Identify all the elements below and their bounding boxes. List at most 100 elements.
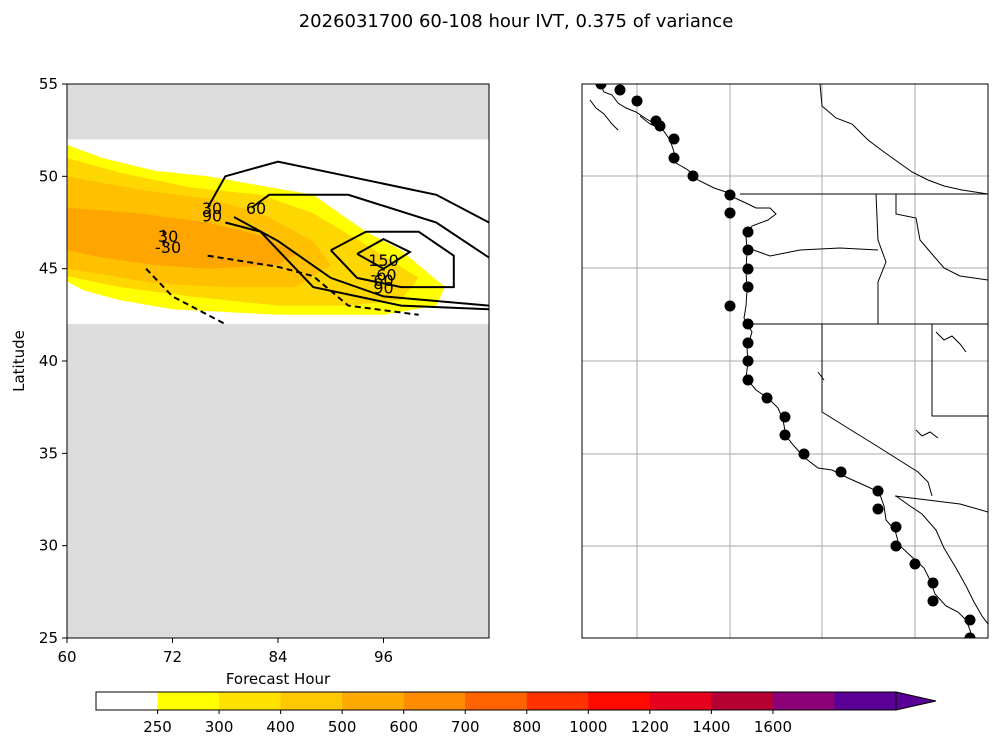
map-marker bbox=[687, 170, 699, 182]
colorbar-segment bbox=[280, 692, 343, 710]
map-marker bbox=[890, 521, 902, 533]
coastline bbox=[819, 84, 988, 195]
map-marker bbox=[872, 503, 884, 515]
map-marker bbox=[595, 84, 607, 90]
map-marker bbox=[742, 318, 754, 330]
map-marker bbox=[742, 226, 754, 238]
colorbar-tick-label: 1200 bbox=[631, 718, 669, 736]
coastline bbox=[895, 495, 988, 625]
colorbar-segment bbox=[588, 692, 651, 710]
map-markers bbox=[595, 84, 976, 638]
coastline bbox=[935, 331, 967, 353]
y-tick-label: 25 bbox=[39, 629, 58, 647]
colorbar-segment bbox=[711, 692, 774, 710]
map-marker bbox=[742, 337, 754, 349]
figure-title: 2026031700 60-108 hour IVT, 0.375 of var… bbox=[299, 11, 734, 32]
map-marker bbox=[927, 595, 939, 607]
colorbar-frame bbox=[95, 691, 897, 711]
colorbar-tick-label: 600 bbox=[389, 718, 418, 736]
map-marker bbox=[890, 540, 902, 552]
map-marker bbox=[964, 632, 976, 638]
colorbar-segment bbox=[219, 692, 282, 710]
map-marker bbox=[742, 263, 754, 275]
colorbar-segment bbox=[96, 692, 159, 710]
contour-label: -30 bbox=[155, 238, 181, 257]
map-marker bbox=[798, 448, 810, 460]
colorbar-extend-arrow bbox=[895, 691, 937, 711]
y-tick-label: 55 bbox=[39, 75, 58, 93]
map-marker bbox=[668, 133, 680, 145]
contour-label: 30 bbox=[202, 199, 222, 218]
x-tick-label: 84 bbox=[268, 648, 287, 666]
map-marker bbox=[779, 411, 791, 423]
colorbar: 250 300 400 500 600 700 800 1000 1200 1400 1600 bbox=[95, 691, 937, 736]
colorbar-tick-label: 800 bbox=[512, 718, 541, 736]
map-marker bbox=[614, 84, 626, 96]
map-marker bbox=[742, 355, 754, 367]
map-marker bbox=[964, 614, 976, 626]
state-border bbox=[931, 324, 988, 417]
colorbar-tick-label: 1000 bbox=[569, 718, 607, 736]
map-marker bbox=[872, 485, 884, 497]
coastline bbox=[817, 371, 825, 381]
coastline bbox=[589, 99, 619, 131]
y-tick-label: 45 bbox=[39, 260, 58, 278]
map-marker bbox=[742, 244, 754, 256]
map-marker bbox=[909, 558, 921, 570]
state-borders bbox=[740, 193, 988, 513]
colorbar-tick-label: 1400 bbox=[692, 718, 730, 736]
map-marker bbox=[742, 281, 754, 293]
contour-line bbox=[145, 268, 226, 325]
state-border bbox=[895, 194, 988, 281]
state-border bbox=[821, 324, 933, 497]
contour-label: 90 bbox=[202, 206, 222, 225]
contour-label: 90 bbox=[373, 278, 393, 297]
colorbar-segment bbox=[526, 692, 589, 710]
colorbar-tick-label: 250 bbox=[143, 718, 172, 736]
colorbar-segment bbox=[465, 692, 528, 710]
filled-contour-500 bbox=[67, 207, 296, 269]
contour-label: 60 bbox=[246, 199, 266, 218]
map-marker bbox=[779, 429, 791, 441]
colorbar-segment bbox=[342, 692, 405, 710]
y-tick-label: 50 bbox=[39, 167, 58, 185]
colorbar-segment bbox=[157, 692, 220, 710]
y-tick-label: 30 bbox=[39, 537, 58, 555]
x-tick-label: 60 bbox=[57, 648, 76, 666]
state-border bbox=[747, 247, 879, 257]
contour-line bbox=[225, 221, 489, 311]
map-marker bbox=[724, 300, 736, 312]
colorbar-tick-label: 500 bbox=[328, 718, 357, 736]
contour-line bbox=[251, 193, 489, 259]
colorbar-segment bbox=[403, 692, 466, 710]
y-tick-label: 35 bbox=[39, 444, 58, 462]
contour-line bbox=[233, 216, 489, 307]
map-marker bbox=[724, 207, 736, 219]
x-tick-label: 72 bbox=[163, 648, 182, 666]
state-border bbox=[894, 495, 988, 513]
west-coast-map-panel bbox=[581, 83, 989, 639]
colorbar-segment bbox=[649, 692, 712, 710]
state-border bbox=[875, 193, 887, 324]
y-axis-label: Latitude bbox=[10, 330, 28, 392]
map-marker bbox=[724, 189, 736, 201]
coastline bbox=[915, 429, 939, 439]
contour-label: -60 bbox=[370, 266, 396, 285]
colorbar-segment bbox=[834, 692, 897, 710]
map-marker bbox=[835, 466, 847, 478]
contour-line bbox=[356, 237, 412, 270]
map-marker bbox=[742, 374, 754, 386]
colorbar-tick-label: 400 bbox=[266, 718, 295, 736]
colorbar-tick-label: 300 bbox=[205, 718, 234, 736]
map-marker bbox=[668, 152, 680, 164]
map-marker bbox=[654, 120, 666, 132]
contour-line bbox=[330, 230, 455, 289]
contour-label: 60 bbox=[373, 271, 393, 290]
colorbar-segment bbox=[772, 692, 835, 710]
colorbar-tick-label: 1600 bbox=[754, 718, 792, 736]
x-tick-label: 96 bbox=[374, 648, 393, 666]
contour-label: 150 bbox=[368, 251, 399, 270]
colorbar-tick-label: 700 bbox=[451, 718, 480, 736]
